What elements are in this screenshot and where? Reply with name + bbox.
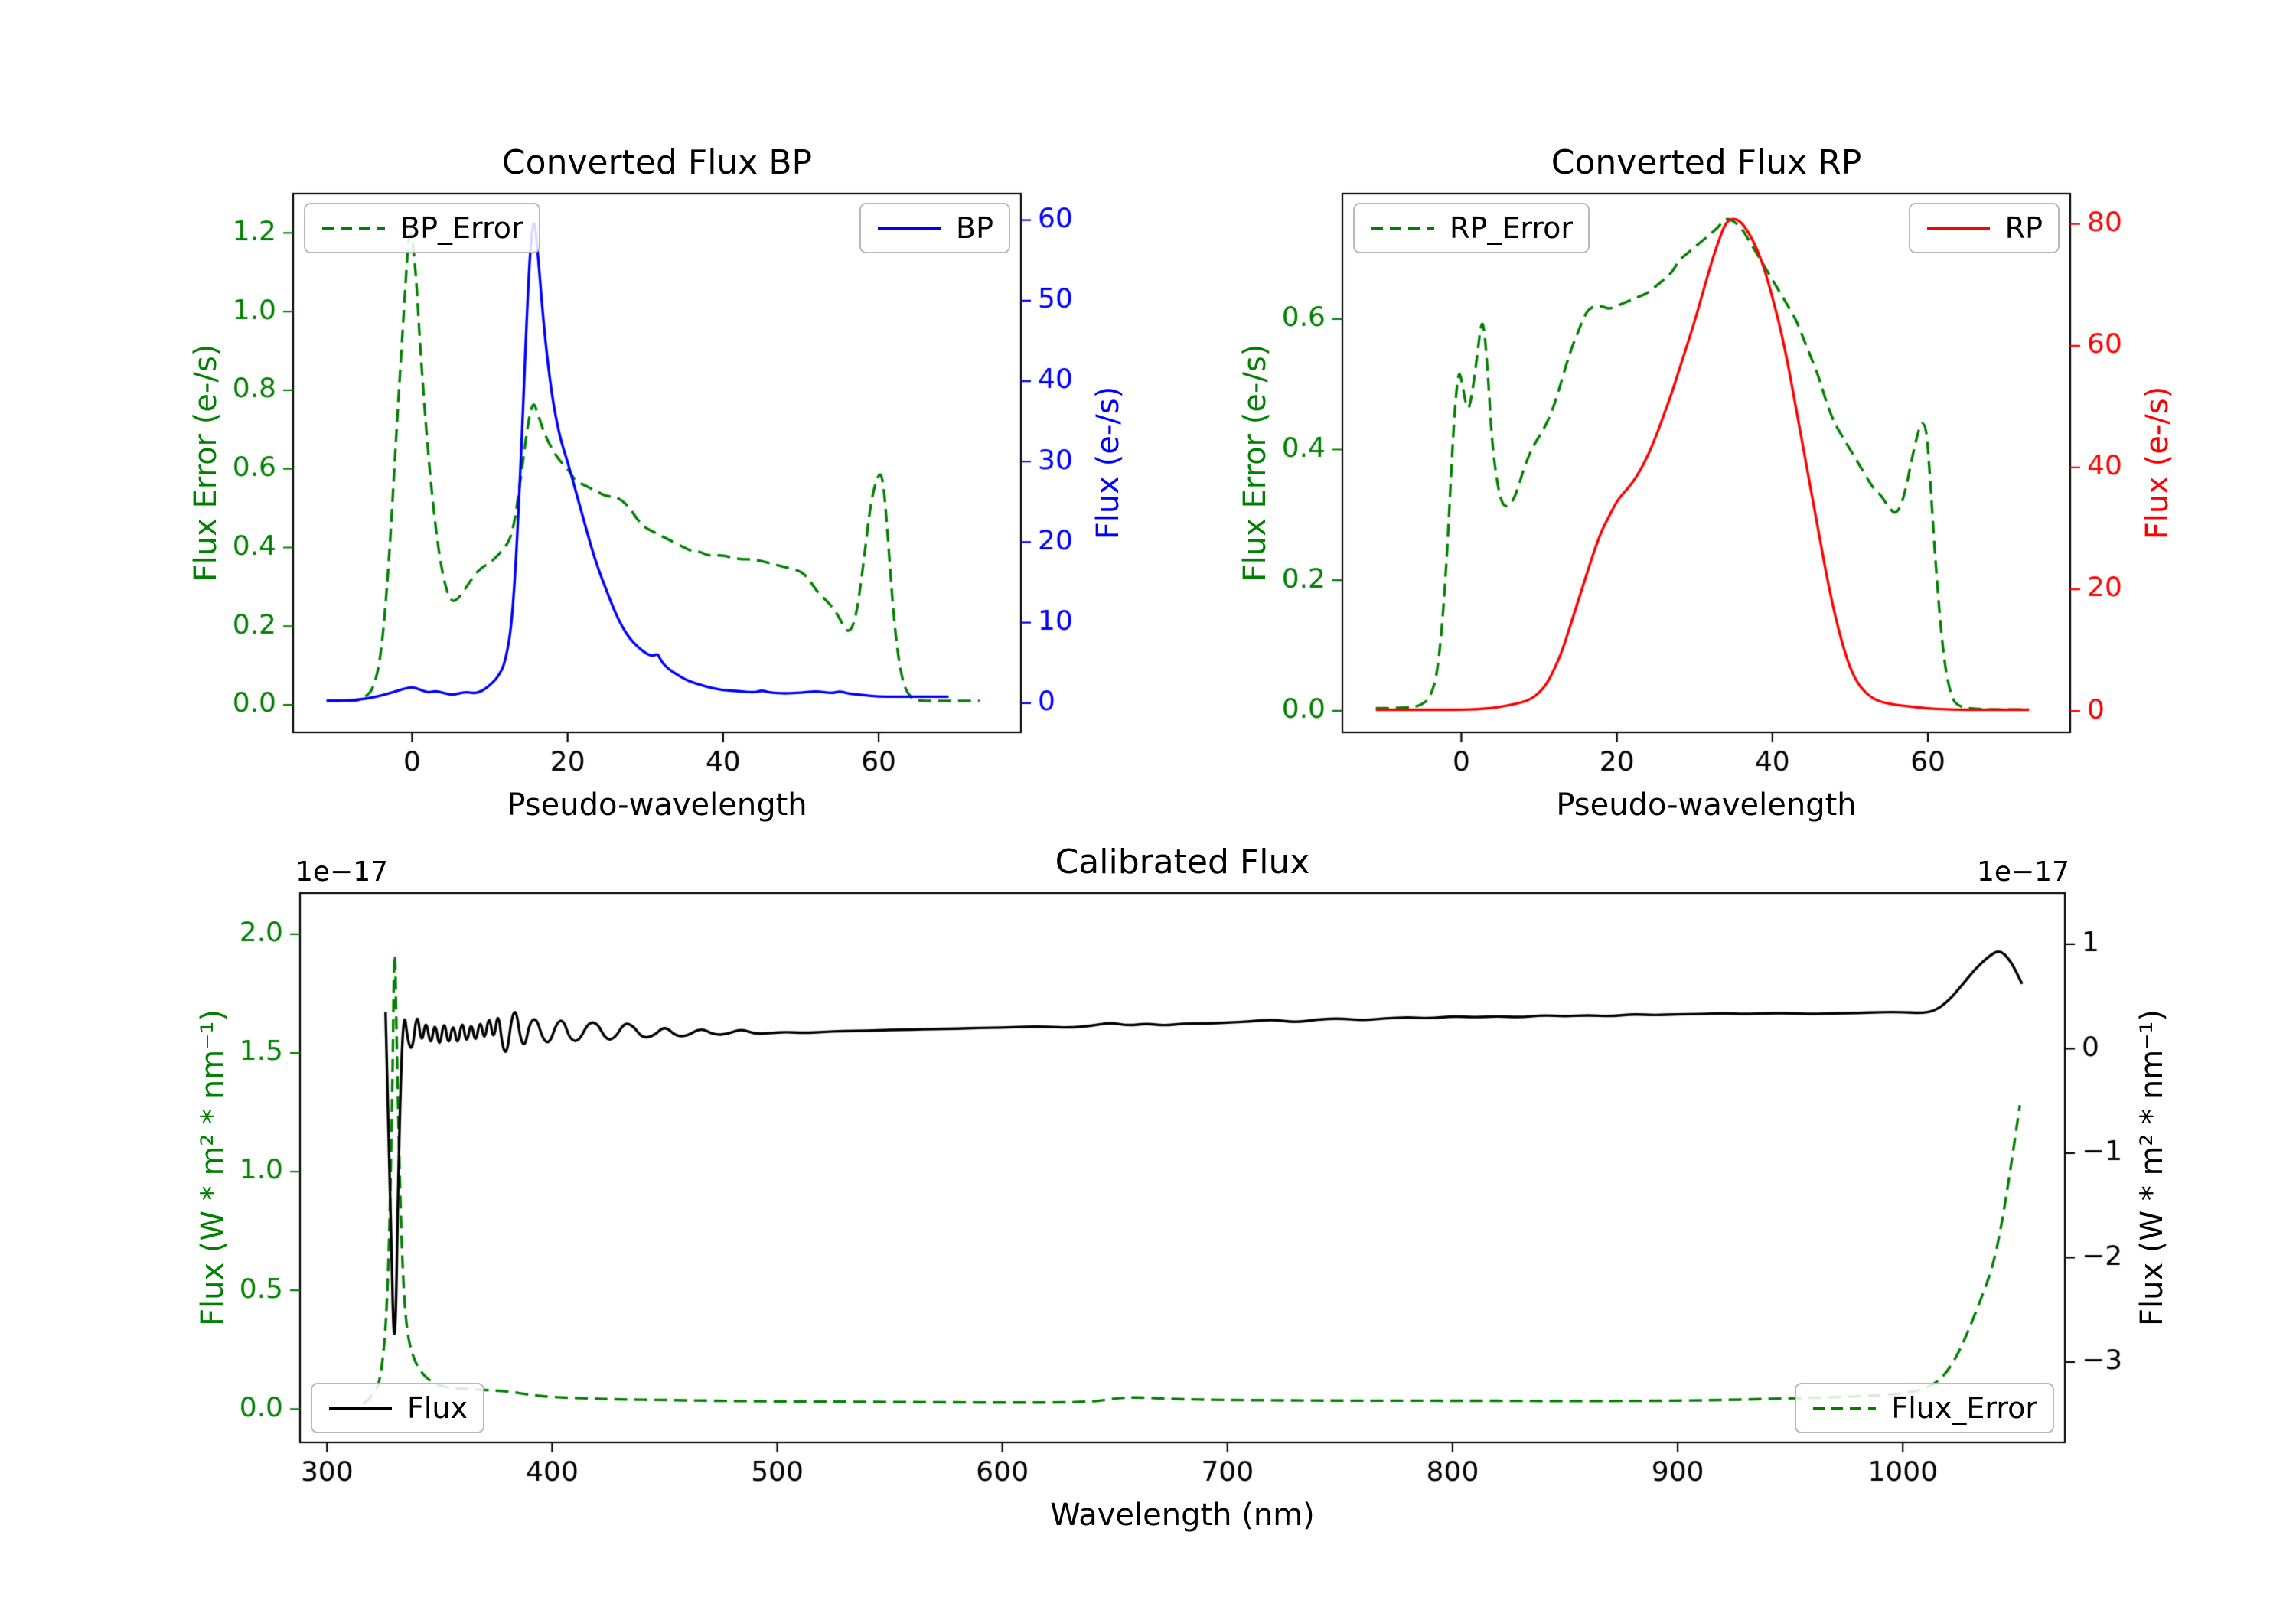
rp-error-legend-label: RP_Error (1450, 211, 1573, 245)
bp-chart-canvas (178, 155, 1136, 817)
right-axis-offset-text: 1e−17 (1976, 856, 2069, 888)
rp-error-legend: RP_Error (1353, 203, 1590, 253)
dashed-line-icon (1813, 1407, 1877, 1410)
bp-error-legend: BP_Error (304, 203, 540, 253)
bp-x-axis-label: Pseudo-wavelength (507, 787, 807, 823)
flux-legend-label: Flux (407, 1391, 468, 1425)
solid-line-icon (1926, 227, 1990, 230)
rp-x-axis-label: Pseudo-wavelength (1556, 787, 1857, 823)
calibrated-flux-plot-title: Calibrated Flux (1055, 843, 1310, 882)
dashed-line-icon (322, 227, 385, 230)
bp-plot-title: Converted Flux BP (501, 143, 813, 182)
solid-line-icon (329, 1407, 392, 1410)
subplot-converted-flux-bp: Converted Flux BP Flux Error (e-/s) Flux… (178, 143, 1136, 823)
bp-legend-label: BP (956, 211, 993, 245)
bp-left-axis-label: Flux Error (e-/s) (188, 344, 223, 582)
flux-legend: Flux (311, 1383, 484, 1433)
calibrated-x-axis-label: Wavelength (nm) (1050, 1498, 1315, 1533)
calibrated-right-axis-label: Flux (W * m² * nm⁻¹) (2135, 1009, 2170, 1326)
rp-legend-label: RP (2004, 211, 2043, 245)
rp-legend: RP (1908, 203, 2060, 253)
subplot-calibrated-flux: Calibrated Flux 1e−17 1e−17 Flux (W * m²… (185, 843, 2180, 1533)
bp-right-axis-label: Flux (e-/s) (1091, 386, 1126, 540)
left-axis-offset-text: 1e−17 (295, 856, 389, 888)
dashed-line-icon (1371, 227, 1434, 230)
calibrated-left-axis-label: Flux (W * m² * nm⁻¹) (195, 1009, 230, 1326)
rp-plot-title: Converted Flux RP (1551, 143, 1862, 182)
rp-chart-canvas (1228, 155, 2185, 817)
flux-error-legend-label: Flux_Error (1891, 1391, 2037, 1425)
flux-error-legend: Flux_Error (1795, 1383, 2054, 1433)
bp-error-legend-label: BP_Error (400, 211, 523, 245)
solid-line-icon (878, 227, 941, 230)
rp-right-axis-label: Flux (e-/s) (2140, 386, 2175, 540)
rp-left-axis-label: Flux Error (e-/s) (1238, 344, 1273, 582)
bp-legend: BP (859, 203, 1010, 253)
subplot-converted-flux-rp: Converted Flux RP Flux Error (e-/s) Flux… (1228, 143, 2185, 823)
